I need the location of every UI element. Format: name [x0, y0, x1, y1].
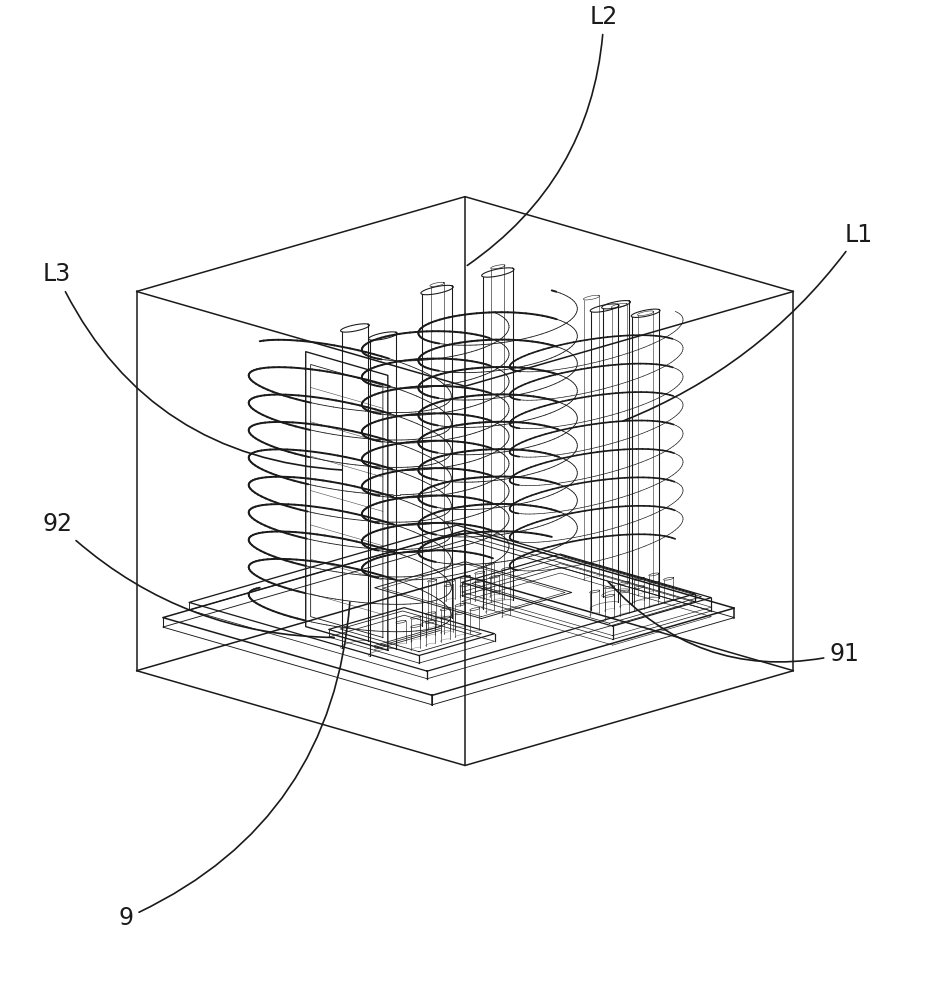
Text: 91: 91: [608, 582, 859, 666]
Text: L1: L1: [624, 223, 872, 421]
Text: 9: 9: [119, 602, 350, 930]
Text: L3: L3: [43, 262, 342, 470]
Text: L2: L2: [467, 5, 618, 265]
Text: 92: 92: [43, 512, 334, 637]
